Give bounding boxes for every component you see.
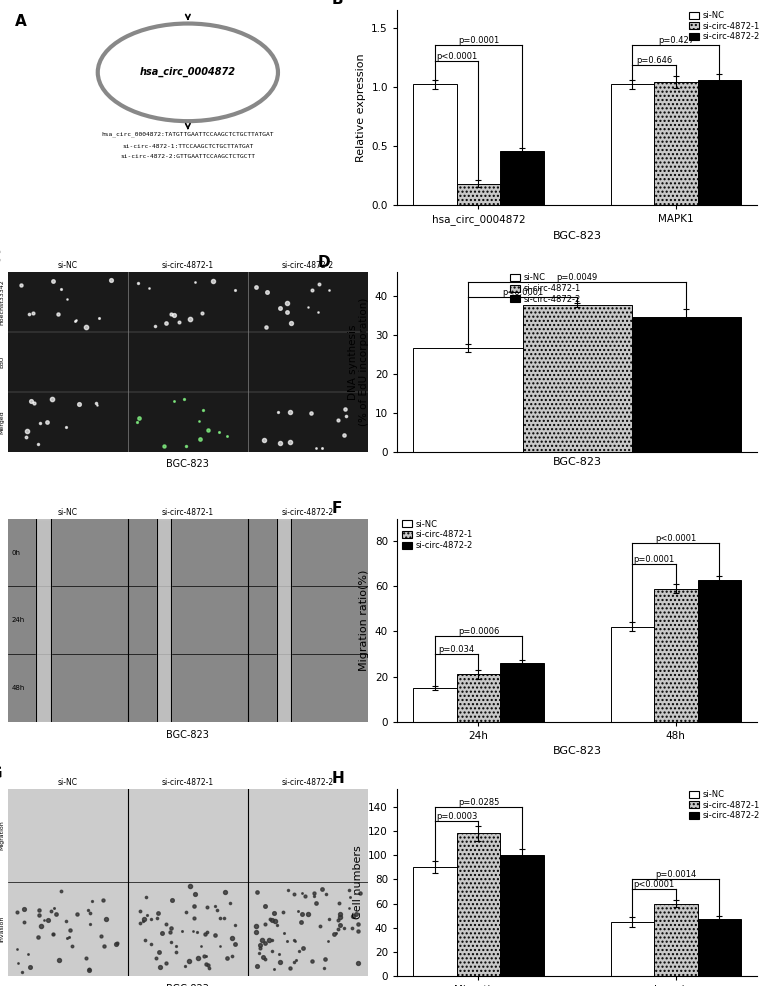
Text: EdU: EdU — [0, 356, 4, 368]
Text: hsa_circ_0004872: hsa_circ_0004872 — [140, 67, 236, 78]
Text: p=0.034: p=0.034 — [438, 645, 475, 654]
Text: H: H — [332, 771, 345, 786]
Text: BGC-823: BGC-823 — [167, 458, 210, 469]
X-axis label: BGC-823: BGC-823 — [552, 231, 601, 241]
Text: A: A — [15, 14, 27, 29]
Bar — [157, 519, 171, 722]
Text: si-circ-4872-2: si-circ-4872-2 — [282, 508, 334, 517]
Text: p=0.427: p=0.427 — [658, 36, 694, 45]
Text: BGC-823: BGC-823 — [167, 730, 210, 740]
Text: G: G — [0, 766, 2, 781]
Text: si-NC: si-NC — [57, 261, 78, 270]
Text: p=0.646: p=0.646 — [636, 56, 672, 65]
Y-axis label: Cell numbers: Cell numbers — [353, 846, 363, 919]
Bar — [698, 580, 741, 722]
Text: 48h: 48h — [11, 685, 24, 691]
Text: p=0.0003: p=0.0003 — [436, 812, 477, 821]
Bar — [413, 85, 457, 205]
Text: si-circ-4872-2: si-circ-4872-2 — [282, 778, 334, 787]
Bar — [698, 919, 741, 976]
Bar — [500, 663, 544, 722]
Y-axis label: Relative expression: Relative expression — [356, 53, 366, 162]
Bar — [457, 833, 500, 976]
Bar — [413, 688, 457, 722]
Text: hsa_circ_0004872:TATGTTGAATTCCAAGCTCTGCTTATGAT: hsa_circ_0004872:TATGTTGAATTCCAAGCTCTGCT… — [102, 132, 274, 137]
X-axis label: BGC-823: BGC-823 — [552, 458, 601, 467]
Text: p<0.0001: p<0.0001 — [436, 51, 477, 61]
Bar — [654, 903, 698, 976]
Text: Merged: Merged — [0, 410, 4, 434]
Bar — [277, 519, 291, 722]
Bar — [610, 922, 654, 976]
Bar — [413, 868, 457, 976]
Text: p<0.0001: p<0.0001 — [655, 534, 696, 543]
Bar — [698, 80, 741, 205]
Text: si-NC: si-NC — [57, 508, 78, 517]
Text: B: B — [332, 0, 343, 7]
Bar — [654, 589, 698, 722]
Text: p<0.0001: p<0.0001 — [633, 880, 675, 889]
Text: si-circ-4872-2: si-circ-4872-2 — [282, 261, 334, 270]
Text: p=0.0049: p=0.0049 — [556, 273, 597, 282]
Text: p=0.0001: p=0.0001 — [633, 555, 675, 564]
Text: Invasion: Invasion — [0, 916, 4, 943]
Bar — [500, 151, 544, 205]
Text: p=0.0285: p=0.0285 — [457, 798, 499, 807]
Bar — [654, 82, 698, 205]
Text: 24h: 24h — [11, 617, 24, 623]
Text: si-circ-4872-1: si-circ-4872-1 — [162, 508, 214, 517]
Y-axis label: DNA synthesis
(% of EdU incorporation): DNA synthesis (% of EdU incorporation) — [347, 298, 369, 426]
X-axis label: BGC-823: BGC-823 — [552, 746, 601, 756]
Y-axis label: Migration ratio(%): Migration ratio(%) — [360, 570, 369, 670]
Text: D: D — [317, 254, 330, 270]
Bar — [457, 183, 500, 205]
Legend: si-NC, si-circ-4872-1, si-circ-4872-2: si-NC, si-circ-4872-1, si-circ-4872-2 — [688, 789, 760, 821]
Bar — [457, 674, 500, 722]
Bar — [522, 306, 632, 452]
Legend: si-NC, si-circ-4872-1, si-circ-4872-2: si-NC, si-circ-4872-1, si-circ-4872-2 — [688, 10, 760, 42]
Text: si-circ-4872-2:GTTGAATTCCAAGCTCTGCTT: si-circ-4872-2:GTTGAATTCCAAGCTCTGCTT — [120, 155, 256, 160]
Text: si-circ-4872-1: si-circ-4872-1 — [162, 261, 214, 270]
Text: p<0.0001: p<0.0001 — [502, 289, 543, 298]
Text: 0h: 0h — [11, 549, 20, 555]
Text: si-circ-4872-1:TTCCAAGCTCTGCTTATGAT: si-circ-4872-1:TTCCAAGCTCTGCTTATGAT — [122, 144, 253, 149]
Text: Migration: Migration — [0, 820, 4, 851]
Text: F: F — [332, 501, 343, 516]
Bar — [632, 317, 741, 452]
Text: p=0.0006: p=0.0006 — [457, 627, 499, 636]
Bar — [610, 85, 654, 205]
Bar — [413, 348, 522, 452]
Text: p=0.0001: p=0.0001 — [457, 36, 499, 45]
Text: si-NC: si-NC — [57, 778, 78, 787]
Legend: si-NC, si-circ-4872-1, si-circ-4872-2: si-NC, si-circ-4872-1, si-circ-4872-2 — [401, 519, 474, 551]
Text: si-circ-4872-1: si-circ-4872-1 — [162, 778, 214, 787]
Text: BGC-823: BGC-823 — [167, 984, 210, 986]
Bar — [37, 519, 51, 722]
Text: p=0.0014: p=0.0014 — [655, 871, 696, 880]
Bar — [610, 627, 654, 722]
Text: Hoechst33342: Hoechst33342 — [0, 279, 4, 325]
Legend: si-NC, si-circ-4872-1, si-circ-4872-2: si-NC, si-circ-4872-1, si-circ-4872-2 — [509, 273, 581, 305]
Bar — [500, 855, 544, 976]
